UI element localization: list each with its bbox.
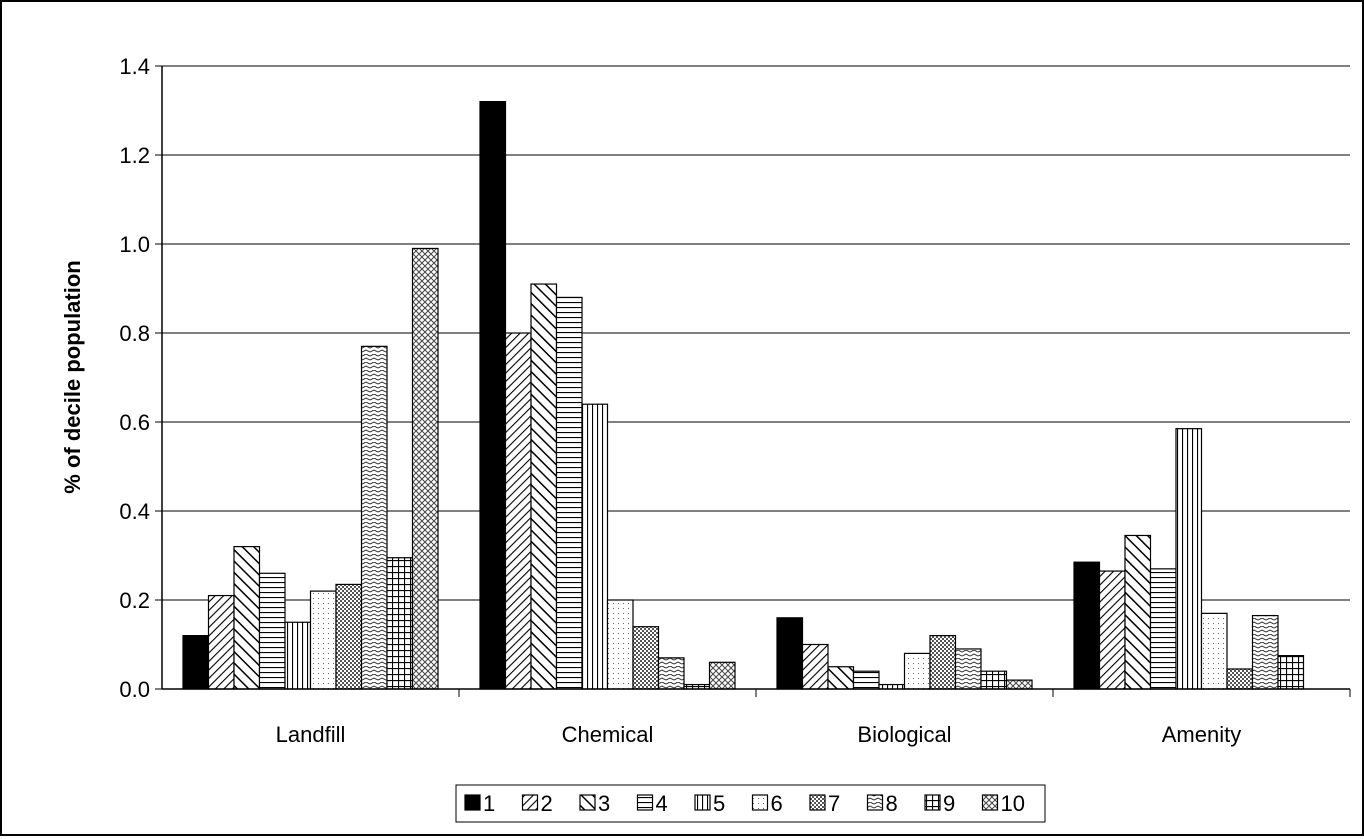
bar-series-7 [632, 626, 660, 690]
legend-swatch-10 [981, 794, 999, 811]
legend-label: 4 [656, 791, 668, 816]
legend-label: 2 [541, 791, 553, 816]
bar-series-8 [657, 657, 685, 690]
bar-series-10 [1005, 679, 1033, 690]
legend-swatch-5 [694, 794, 711, 811]
legend-swatch-1 [464, 794, 481, 811]
legend-label: 10 [1001, 791, 1025, 816]
bar-series-10 [411, 247, 439, 690]
bar-series-4 [258, 572, 286, 690]
legend-swatch-7 [809, 794, 826, 811]
bar-series-9 [386, 557, 414, 690]
legend-label: 1 [483, 791, 495, 816]
bar-series-8 [360, 345, 388, 690]
axes [161, 66, 1351, 697]
bar-series-3 [233, 545, 261, 690]
x-axis-categories: Landfill Chemical Biological Amenity [276, 722, 1242, 747]
legend-swatch-4 [636, 794, 654, 811]
bar-series-7 [929, 634, 957, 690]
legend-label: 5 [713, 791, 725, 816]
legend-swatch-8 [866, 794, 884, 811]
y-tick-label: 0.8 [119, 321, 150, 346]
legend-label: 7 [828, 791, 840, 816]
legend-label: 8 [886, 791, 898, 816]
bar-series-2 [1098, 570, 1126, 690]
bar-series-2 [801, 643, 829, 690]
gridlines [162, 65, 1350, 601]
legend-label: 9 [943, 791, 955, 816]
bar-series-6 [606, 599, 634, 690]
bar-series-9 [1277, 655, 1305, 690]
bar-series-2 [207, 594, 235, 690]
x-category-label: Amenity [1162, 722, 1241, 747]
bar-series-4 [555, 296, 583, 690]
bar-series-5 [1175, 428, 1203, 690]
bar-series-10 [708, 661, 736, 690]
legend-swatch-2 [521, 794, 539, 811]
bar-series-6 [309, 590, 337, 690]
bar-series-2 [504, 332, 532, 690]
bar-series-6 [1200, 612, 1228, 690]
bar-series-5 [581, 403, 609, 690]
legend-swatch-3 [579, 794, 596, 811]
legend-swatch-9 [924, 794, 941, 811]
bar-series-1 [776, 617, 804, 690]
legend: 1 2 3 4 5 6 7 8 9 10 [455, 784, 1046, 823]
y-axis-ticks: 0.0 0.2 0.4 0.6 0.8 1.0 1.2 1.4 [119, 54, 162, 702]
bar-series-3 [1124, 534, 1152, 690]
legend-label: 6 [771, 791, 783, 816]
bar-series-1 [182, 634, 210, 690]
bar-series-8 [1251, 614, 1279, 690]
y-tick-label: 0.2 [119, 588, 150, 613]
bar-series-4 [852, 670, 880, 690]
x-category-label: Landfill [276, 722, 346, 747]
legend-box [455, 784, 1046, 823]
bar-series-1 [1073, 561, 1101, 690]
y-tick-label: 1.4 [119, 54, 150, 79]
x-category-label: Biological [857, 722, 951, 747]
bar-series-7 [335, 583, 363, 690]
bar-series-9 [980, 670, 1008, 690]
bar-series-8 [954, 648, 982, 690]
y-tick-label: 0.4 [119, 499, 150, 524]
bar-series-4 [1149, 568, 1177, 690]
y-tick-label: 1.2 [119, 143, 150, 168]
legend-swatch-6 [751, 794, 769, 811]
bar-series-5 [284, 621, 312, 690]
legend-label: 3 [598, 791, 610, 816]
bar-series-3 [827, 666, 855, 690]
x-category-label: Chemical [562, 722, 654, 747]
y-tick-label: 1.0 [119, 232, 150, 257]
bar-series-1 [479, 100, 507, 690]
y-tick-label: 0.0 [119, 677, 150, 702]
y-tick-label: 0.6 [119, 410, 150, 435]
bar-series-3 [530, 283, 558, 690]
bars [182, 100, 1305, 690]
bar-series-7 [1226, 668, 1254, 690]
y-axis-label: % of decile population [60, 260, 85, 493]
bar-series-6 [903, 652, 931, 690]
